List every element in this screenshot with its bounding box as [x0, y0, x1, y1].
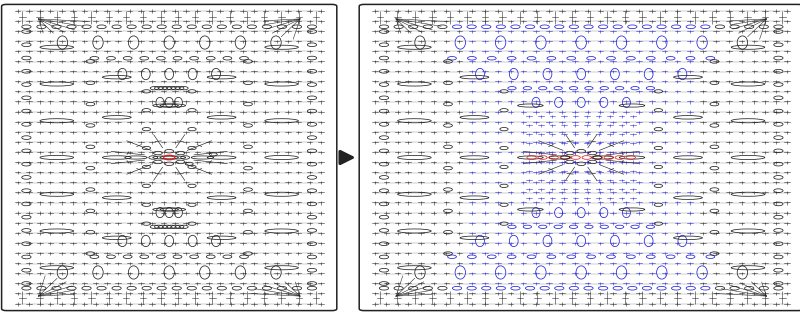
FancyBboxPatch shape — [2, 4, 337, 311]
FancyBboxPatch shape — [359, 4, 800, 311]
